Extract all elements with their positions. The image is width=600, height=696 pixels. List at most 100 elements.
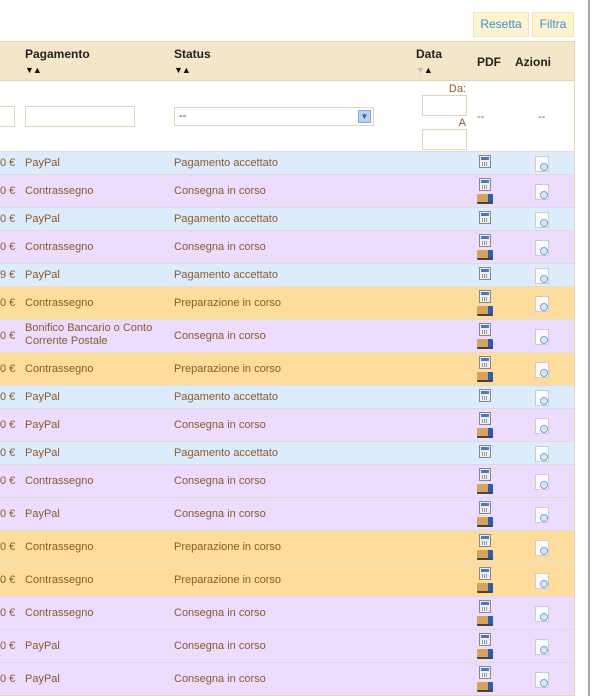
invoice-pdf-icon[interactable] xyxy=(479,633,491,646)
view-order-icon[interactable] xyxy=(535,295,549,312)
table-row[interactable]: 0 € Contrassegno Consegna in corso xyxy=(0,230,574,263)
table-row[interactable]: 0 € Contrassegno Consegna in corso xyxy=(0,464,574,497)
payment-cell: Contrassegno xyxy=(25,241,94,253)
amount-cell: 0 € xyxy=(0,508,16,520)
view-order-icon[interactable] xyxy=(535,473,549,490)
status-cell: Pagamento accettato xyxy=(174,447,278,459)
filter-button[interactable]: Filtra xyxy=(532,12,574,37)
table-body: 0 € PayPal Pagamento accettato 0 € Contrasse… xyxy=(0,151,574,695)
status-cell: Consegna in corso xyxy=(174,330,266,342)
view-order-icon[interactable] xyxy=(535,445,549,462)
invoice-pdf-icon[interactable] xyxy=(479,323,491,336)
invoice-pdf-icon[interactable] xyxy=(479,567,491,580)
delivery-slip-icon[interactable] xyxy=(477,194,493,204)
invoice-pdf-icon[interactable] xyxy=(479,234,491,247)
invoice-pdf-icon[interactable] xyxy=(479,155,491,168)
invoice-pdf-icon[interactable] xyxy=(479,501,491,514)
table-row[interactable]: 0 € Bonifico Bancario o Conto Corrente Po… xyxy=(0,319,574,352)
table-row[interactable]: 0 € PayPal Pagamento accettato xyxy=(0,207,574,230)
view-order-icon[interactable] xyxy=(535,328,549,345)
amount-cell: 0 € xyxy=(0,541,16,553)
payment-cell: Contrassegno xyxy=(25,541,94,553)
invoice-pdf-icon[interactable] xyxy=(479,600,491,613)
delivery-slip-icon[interactable] xyxy=(477,306,493,316)
table-row[interactable]: 0 € Contrassegno Preparazione in corso xyxy=(0,530,574,563)
delivery-slip-icon[interactable] xyxy=(477,517,493,527)
delivery-slip-icon[interactable] xyxy=(477,484,493,494)
amount-filter-input[interactable] xyxy=(0,106,15,127)
sort-asc-icon[interactable]: ▲ xyxy=(423,65,433,75)
payment-cell: Contrassegno xyxy=(25,185,94,197)
view-order-icon[interactable] xyxy=(535,267,549,284)
invoice-pdf-icon[interactable] xyxy=(479,211,491,224)
table-row[interactable]: 0 € PayPal Pagamento accettato xyxy=(0,385,574,408)
sort-desc-icon[interactable]: ▼ xyxy=(416,65,425,75)
invoice-pdf-icon[interactable] xyxy=(479,389,491,402)
table-row[interactable]: 0 € Contrassegno Preparazione in corso xyxy=(0,286,574,319)
date-to-input[interactable] xyxy=(422,129,467,150)
table-row[interactable]: 0 € PayPal Consegna in corso xyxy=(0,408,574,441)
payment-filter-input[interactable] xyxy=(25,106,135,127)
delivery-slip-icon[interactable] xyxy=(477,616,493,626)
invoice-pdf-icon[interactable] xyxy=(479,468,491,481)
view-order-icon[interactable] xyxy=(535,638,549,655)
reset-button[interactable]: Resetta xyxy=(473,12,529,37)
invoice-pdf-icon[interactable] xyxy=(479,412,491,425)
table-row[interactable]: 0 € Contrassegno Preparazione in corso xyxy=(0,563,574,596)
delivery-slip-icon[interactable] xyxy=(477,339,493,349)
delivery-slip-icon[interactable] xyxy=(477,682,493,692)
invoice-pdf-icon[interactable] xyxy=(479,666,491,679)
amount-cell: 0 € xyxy=(0,574,16,586)
table-row[interactable]: 0 € Contrassegno Preparazione in corso xyxy=(0,352,574,385)
invoice-pdf-icon[interactable] xyxy=(479,290,491,303)
delivery-slip-icon[interactable] xyxy=(477,583,493,593)
table-row[interactable]: 0 € PayPal Consegna in corso xyxy=(0,629,574,662)
date-to-label: A xyxy=(458,117,466,129)
filter-row: -- ▼ Da: A -- -- xyxy=(0,80,574,151)
status-cell: Consegna in corso xyxy=(174,241,266,253)
view-order-icon[interactable] xyxy=(535,671,549,688)
table-row[interactable]: 0 € Contrassegno Consegna in corso xyxy=(0,174,574,207)
delivery-slip-icon[interactable] xyxy=(477,550,493,560)
pdf-cell xyxy=(477,567,493,593)
invoice-pdf-icon[interactable] xyxy=(479,445,491,458)
table-row[interactable]: 0 € PayPal Pagamento accettato xyxy=(0,441,574,464)
sort-payment[interactable]: ▼▲ xyxy=(25,65,42,75)
view-order-icon[interactable] xyxy=(535,389,549,406)
table-row[interactable]: 0 € PayPal Consegna in corso xyxy=(0,497,574,530)
pdf-cell xyxy=(477,468,493,494)
sort-date[interactable]: ▼▲ xyxy=(416,65,433,75)
table-row[interactable]: 9 € PayPal Pagamento accettato xyxy=(0,263,574,286)
view-order-icon[interactable] xyxy=(535,539,549,556)
table-row[interactable]: 0 € Contrassegno Consegna in corso xyxy=(0,596,574,629)
view-order-icon[interactable] xyxy=(535,506,549,523)
invoice-pdf-icon[interactable] xyxy=(479,356,491,369)
status-cell: Consegna in corso xyxy=(174,607,266,619)
invoice-pdf-icon[interactable] xyxy=(479,534,491,547)
delivery-slip-icon[interactable] xyxy=(477,250,493,260)
status-cell: Pagamento accettato xyxy=(174,213,278,225)
view-order-icon[interactable] xyxy=(535,361,549,378)
view-order-icon[interactable] xyxy=(535,211,549,228)
header-payment: Pagamento xyxy=(25,47,90,61)
amount-cell: 0 € xyxy=(0,363,16,375)
table-row[interactable]: 0 € PayPal Pagamento accettato xyxy=(0,151,574,174)
table-row[interactable]: 0 € PayPal Consegna in corso xyxy=(0,662,574,695)
status-cell: Preparazione in corso xyxy=(174,363,282,375)
view-order-icon[interactable] xyxy=(535,605,549,622)
view-order-icon[interactable] xyxy=(535,155,549,172)
delivery-slip-icon[interactable] xyxy=(477,428,493,438)
invoice-pdf-icon[interactable] xyxy=(479,267,491,280)
view-order-icon[interactable] xyxy=(535,239,549,256)
payment-cell: PayPal xyxy=(25,213,60,225)
delivery-slip-icon[interactable] xyxy=(477,649,493,659)
status-filter-select[interactable]: -- ▼ xyxy=(174,107,374,126)
invoice-pdf-icon[interactable] xyxy=(479,178,491,191)
date-from-input[interactable] xyxy=(422,95,467,116)
view-order-icon[interactable] xyxy=(535,183,549,200)
view-order-icon[interactable] xyxy=(535,417,549,434)
view-order-icon[interactable] xyxy=(535,572,549,589)
chevron-down-icon[interactable]: ▼ xyxy=(358,110,371,123)
delivery-slip-icon[interactable] xyxy=(477,372,493,382)
sort-status[interactable]: ▼▲ xyxy=(174,65,191,75)
